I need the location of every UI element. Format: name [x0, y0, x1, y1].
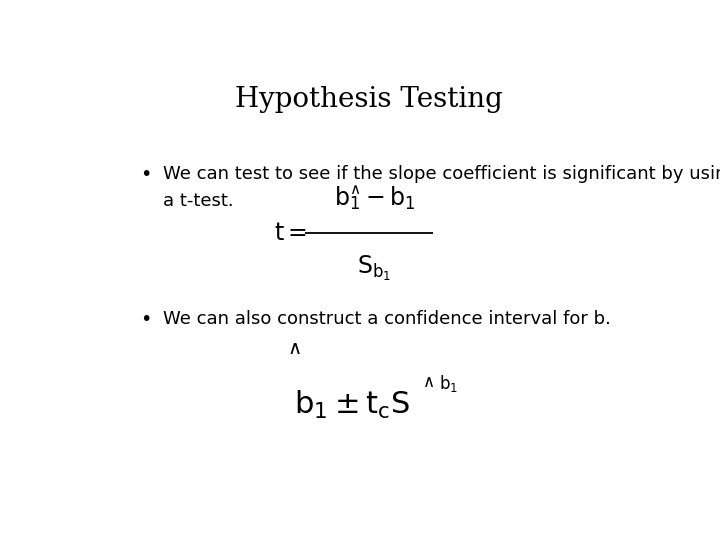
Text: $\mathsf{t =}$: $\mathsf{t =}$: [274, 221, 307, 245]
Text: $\mathsf{\wedge}$: $\mathsf{\wedge}$: [422, 373, 433, 391]
Text: $\mathsf{b_1 \pm t_c S}$: $\mathsf{b_1 \pm t_c S}$: [294, 389, 410, 421]
Text: We can also construct a confidence interval for b.: We can also construct a confidence inter…: [163, 310, 611, 328]
Text: We can test to see if the slope coefficient is significant by using: We can test to see if the slope coeffici…: [163, 165, 720, 183]
Text: •: •: [140, 165, 152, 184]
Text: $\mathsf{b_1}$: $\mathsf{b_1}$: [438, 373, 458, 394]
Text: $\mathsf{S_{b_1}}$: $\mathsf{S_{b_1}}$: [357, 254, 392, 283]
Text: $\mathsf{\wedge}$: $\mathsf{\wedge}$: [287, 339, 300, 358]
Text: a t-test.: a t-test.: [163, 192, 233, 210]
Text: •: •: [140, 310, 152, 329]
Text: $\mathsf{b_1 - b_1}$: $\mathsf{b_1 - b_1}$: [334, 185, 415, 212]
Text: Hypothesis Testing: Hypothesis Testing: [235, 85, 503, 113]
Text: $\mathsf{\wedge}$: $\mathsf{\wedge}$: [349, 181, 361, 197]
